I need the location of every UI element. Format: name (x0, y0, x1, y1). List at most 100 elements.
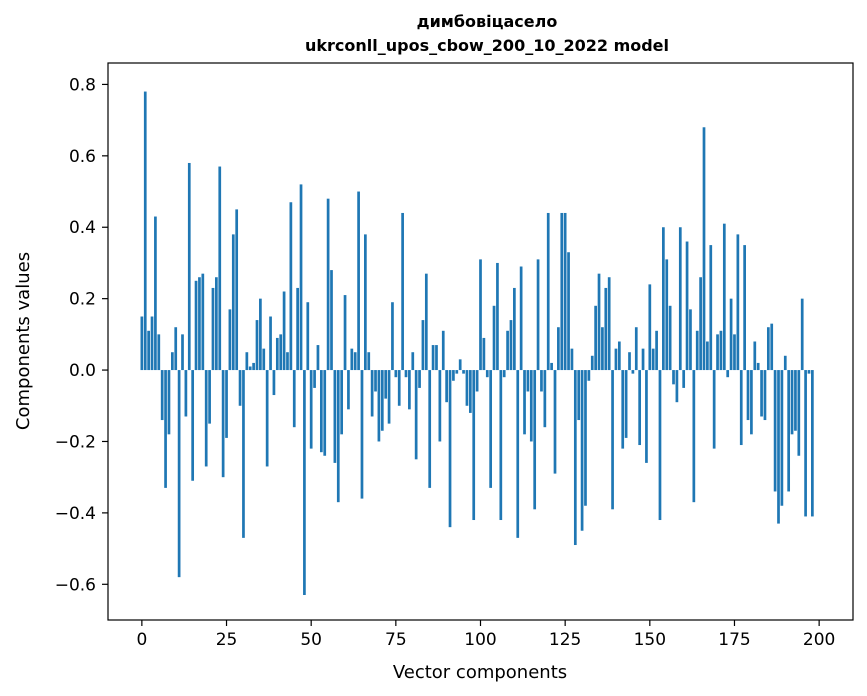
y-tick-label: 0.6 (69, 147, 96, 167)
bar (177, 370, 181, 578)
bar (753, 341, 757, 371)
bar (648, 284, 652, 371)
bar (800, 298, 804, 371)
bar (523, 370, 526, 435)
x-tick-label: 175 (718, 630, 750, 650)
bar (794, 370, 797, 431)
bar (150, 316, 154, 371)
bar (215, 277, 218, 371)
bar (377, 370, 381, 442)
y-axis-label: Components values (13, 252, 34, 430)
bar (292, 370, 296, 428)
bar (313, 370, 316, 388)
bar (198, 277, 201, 371)
bar (140, 316, 144, 371)
bar (424, 273, 428, 371)
bar (272, 370, 276, 396)
bar (275, 337, 279, 371)
bar (729, 298, 733, 371)
x-tick-label: 200 (803, 630, 835, 650)
bar (550, 362, 553, 371)
bar (662, 227, 665, 371)
bar (245, 352, 249, 371)
bar (492, 305, 496, 371)
bar (509, 320, 513, 371)
bar (594, 305, 597, 371)
bar (262, 348, 266, 371)
bar (712, 370, 716, 449)
bar (319, 370, 323, 453)
bar (296, 287, 299, 371)
bar (709, 245, 713, 371)
bar (726, 370, 730, 378)
bar (546, 212, 550, 371)
bar (739, 370, 743, 446)
bar (143, 91, 147, 371)
bar (160, 370, 164, 421)
x-tick-label: 75 (385, 630, 407, 650)
bar (567, 252, 570, 371)
bar (624, 370, 628, 438)
bar (157, 334, 161, 371)
bar (370, 370, 374, 417)
x-tick-label: 100 (464, 630, 496, 650)
y-tick-label: 0.0 (69, 361, 96, 381)
y-tick-label: 0.2 (69, 290, 96, 310)
bar (766, 327, 770, 371)
bar (445, 370, 448, 403)
bar (242, 370, 245, 538)
x-tick-label: 125 (549, 630, 581, 650)
bar (357, 191, 360, 371)
x-tick-label: 150 (634, 630, 666, 650)
bar (397, 370, 401, 406)
bar (255, 320, 259, 371)
bar (614, 348, 618, 371)
chart-title: димбовіцасело (417, 12, 558, 31)
bar (384, 370, 388, 399)
y-axis-ticks: −0.6 −0.4 −0.2 0.0 0.2 0.4 0.6 0.8 (55, 75, 108, 595)
bar (374, 370, 377, 392)
x-tick-label: 25 (216, 630, 238, 650)
bar (560, 212, 564, 371)
bar (211, 287, 215, 371)
bar (678, 227, 682, 371)
bar (601, 327, 604, 371)
bar (499, 370, 503, 521)
bar (787, 370, 791, 492)
bar (672, 370, 675, 385)
bar (540, 370, 543, 392)
x-axis-ticks: 0 25 50 75 100 125 150 175 200 (136, 620, 835, 650)
bar (526, 370, 530, 392)
bar (746, 370, 750, 421)
bar-series (140, 91, 814, 595)
bar (485, 370, 489, 378)
chart-subtitle: ukrconll_upos_cbow_200_10_2022 model (305, 36, 669, 55)
bar (336, 370, 340, 503)
bar (513, 287, 516, 371)
bar (645, 370, 648, 463)
bar (750, 370, 753, 435)
bar (536, 259, 540, 371)
bar (306, 302, 310, 371)
bar (299, 184, 303, 371)
bar (584, 370, 587, 506)
bar (760, 370, 763, 417)
bar (773, 370, 777, 492)
bar (597, 273, 601, 371)
bar (668, 305, 672, 371)
bar (248, 366, 252, 371)
bar (689, 309, 692, 371)
bar (191, 370, 195, 481)
bar (611, 370, 614, 510)
bar (326, 198, 330, 371)
bar (780, 370, 784, 506)
bar (364, 234, 367, 371)
bar (167, 370, 171, 435)
bar (452, 370, 455, 381)
bar (468, 370, 472, 413)
bar (279, 334, 283, 371)
bar (350, 348, 354, 371)
bar (428, 370, 432, 488)
bar (811, 370, 814, 517)
bar (763, 370, 767, 421)
